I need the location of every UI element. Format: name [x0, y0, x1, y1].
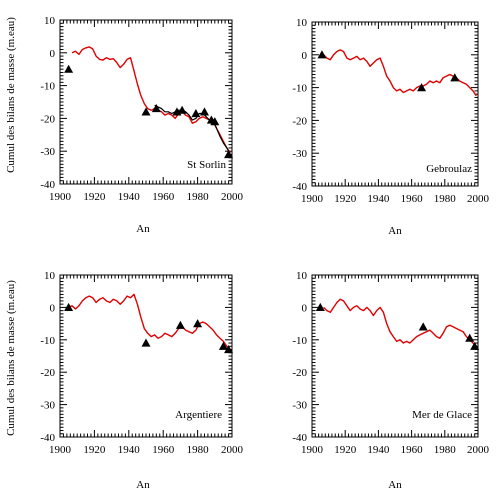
x-tick-label: 1900 [49, 191, 72, 203]
y-tick-label: 0 [50, 302, 56, 314]
y-tick-label: -30 [40, 400, 55, 412]
triangle-marker [417, 83, 427, 92]
triangle-marker [175, 320, 185, 329]
x-tick-label: 1900 [301, 193, 324, 205]
y-tick-label: 0 [302, 50, 308, 62]
triangle-marker [177, 105, 187, 114]
y-tick-label: 0 [302, 302, 308, 314]
series-line-reconstructed [323, 298, 477, 347]
series-line-reconstructed [71, 46, 231, 154]
x-tick-label: 2000 [467, 193, 490, 205]
x-tick-label: 1980 [434, 444, 457, 456]
x-tick-label: 2000 [221, 444, 244, 456]
y-tick-label: 10 [44, 270, 56, 282]
x-axis-label-bottom-left: An [136, 479, 150, 491]
x-tick-label: 1920 [334, 444, 357, 456]
y-tick-label: 10 [44, 15, 56, 27]
panel-st-sorlin: 1900 1920 1940 1960 1980 2000 10 0 -10 -20 -30 -40 S… [40, 15, 243, 203]
y-tick-label: -30 [292, 148, 307, 160]
x-tick-label: 1920 [334, 193, 357, 205]
triangle-marker [64, 64, 74, 73]
y-tick-label: -10 [40, 81, 55, 93]
y-tick-label: -40 [292, 181, 307, 193]
y-tick-label: 10 [296, 17, 308, 29]
y-tick-label: -30 [292, 400, 307, 412]
y-tick-label: -20 [292, 115, 307, 127]
triangle-marker [418, 322, 428, 331]
panel-mer-de-glace: 1900 1920 1940 1960 1980 2000 10 0 -10 -20 -30 -40 M… [292, 270, 489, 456]
triangle-marker [470, 341, 480, 350]
triangle-marker [315, 302, 325, 311]
plot-frame [311, 21, 479, 187]
x-tick-label: 1960 [152, 444, 175, 456]
x-axis-label-top-right: An [388, 225, 402, 237]
x-tick-label: 1960 [401, 193, 424, 205]
y-tick-label: -40 [40, 179, 55, 191]
y-axis-label-top: Cumul des bilans de masse (m.eau) [5, 17, 17, 173]
panel-gebroulaz: 1900 1920 1940 1960 1980 2000 10 0 -10 -20 -30 -40 G… [292, 17, 489, 205]
x-tick-label: 1980 [187, 444, 210, 456]
series-line-reconstructed [68, 293, 231, 352]
y-tick-label: 0 [50, 48, 56, 60]
y-tick-label: -10 [40, 335, 55, 347]
panel-name-label: Gebroulaz [426, 163, 472, 175]
y-axis-label-bottom: Cumul des bilans de masse (m.eau) [5, 280, 17, 436]
triangle-marker [141, 107, 151, 116]
x-tick-label: 1960 [401, 444, 424, 456]
x-tick-label: 2000 [221, 191, 244, 203]
x-tick-label: 2000 [467, 444, 490, 456]
triangle-marker [210, 117, 220, 126]
triangle-marker [218, 341, 228, 350]
y-tick-label: 10 [296, 270, 308, 282]
series-line-reconstructed [323, 49, 477, 97]
triangle-marker [224, 345, 234, 354]
x-axis-label-top-left: An [136, 223, 150, 235]
panel-name-label: Argentiere [175, 409, 222, 421]
y-tick-label: -40 [292, 432, 307, 444]
triangle-marker [191, 108, 201, 118]
x-tick-label: 1920 [83, 444, 106, 456]
triangle-marker [151, 104, 161, 113]
x-tick-label: 1980 [187, 191, 210, 203]
y-tick-label: -30 [40, 146, 55, 158]
x-tick-label: 1940 [118, 191, 141, 203]
triangle-marker [141, 338, 151, 347]
y-tick-label: -20 [40, 113, 55, 125]
panel-name-label: St Sorlin [187, 159, 226, 171]
x-tick-label: 1900 [301, 444, 324, 456]
panel-argentiere: 1900 1920 1940 1960 1980 2000 10 0 -10 -20 -30 -40 A… [40, 270, 243, 456]
triangle-marker [64, 302, 74, 311]
triangle-marker [465, 333, 475, 342]
series-line-observed [154, 104, 231, 155]
triangle-marker [199, 107, 209, 116]
triangle-marker [193, 319, 203, 328]
panel-name-label: Mer de Glace [412, 409, 472, 421]
x-axis-label-bottom-right: An [388, 479, 402, 491]
x-tick-label: 1940 [367, 444, 390, 456]
triangle-marker [224, 149, 234, 159]
x-tick-label: 1940 [367, 193, 390, 205]
x-tick-label: 1980 [434, 193, 457, 205]
y-tick-label: -20 [40, 367, 55, 379]
y-tick-label: -10 [292, 335, 307, 347]
triangle-marker [450, 73, 460, 82]
y-tick-label: -10 [292, 83, 307, 95]
y-tick-label: -20 [292, 367, 307, 379]
x-tick-label: 1920 [83, 191, 106, 203]
y-tick-label: -40 [40, 432, 55, 444]
triangle-marker [317, 50, 327, 59]
x-tick-label: 1940 [118, 444, 141, 456]
x-tick-label: 1960 [152, 191, 175, 203]
x-tick-label: 1900 [49, 444, 72, 456]
